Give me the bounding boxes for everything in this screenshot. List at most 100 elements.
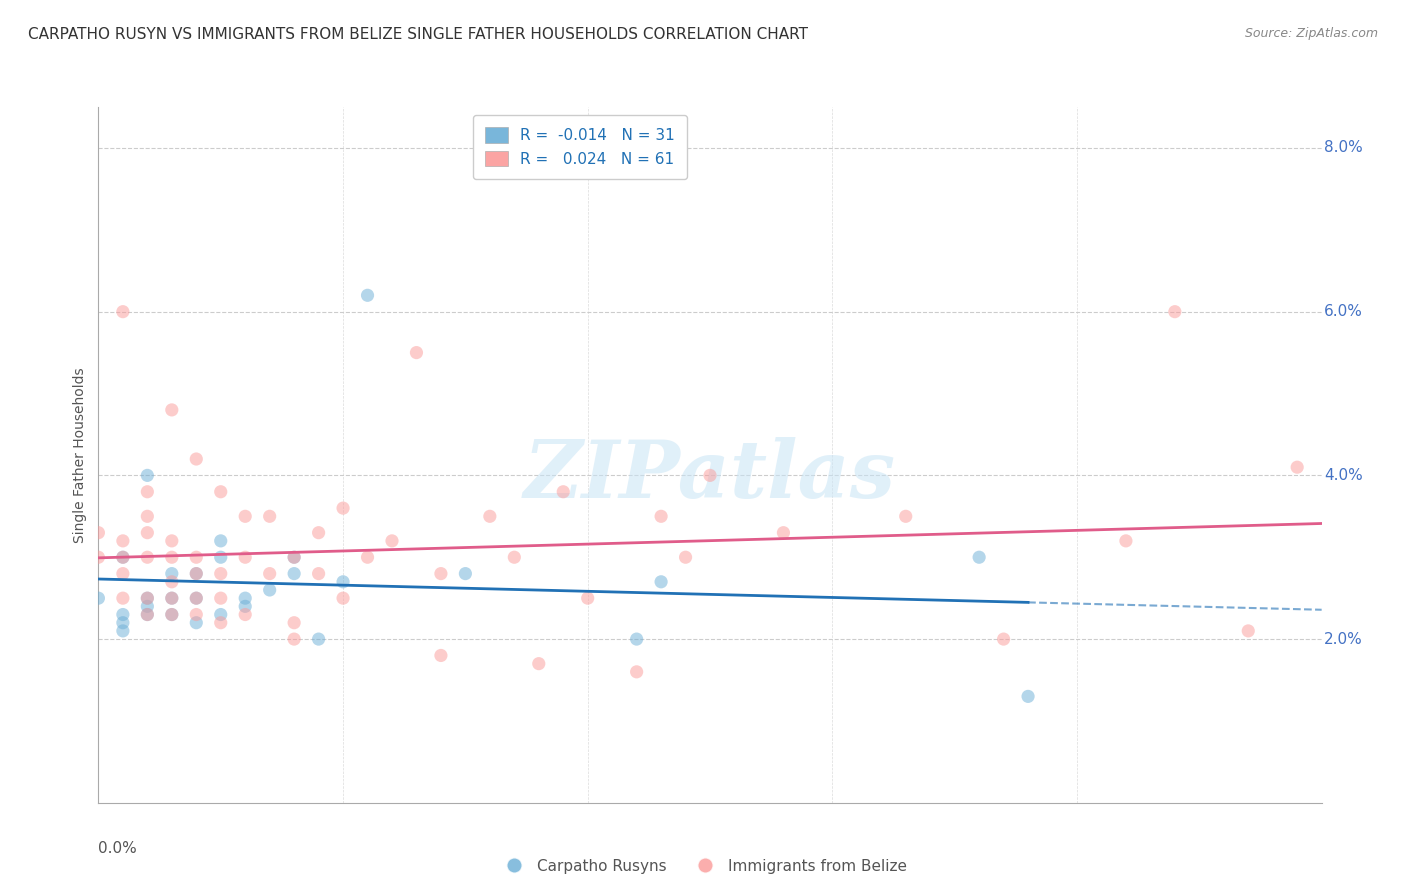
Point: [186, 550, 208, 565]
Text: ZIPatlas: ZIPatlas: [524, 437, 896, 515]
Point: [576, 591, 599, 606]
Point: [186, 591, 208, 606]
Point: [186, 607, 208, 622]
Point: [332, 501, 354, 516]
Point: [626, 665, 648, 679]
Point: [233, 550, 256, 565]
Point: [259, 509, 281, 524]
Point: [136, 509, 159, 524]
Text: 8.0%: 8.0%: [1324, 140, 1362, 155]
Point: [136, 468, 159, 483]
Point: [87, 525, 110, 540]
Point: [87, 591, 110, 606]
Point: [332, 591, 354, 606]
Point: [111, 566, 134, 581]
Point: [430, 566, 453, 581]
Point: [283, 632, 305, 646]
Point: [259, 566, 281, 581]
Point: [1017, 690, 1039, 704]
Point: [650, 574, 672, 589]
Point: [111, 624, 134, 638]
Point: [308, 632, 330, 646]
Point: [478, 509, 501, 524]
Text: 6.0%: 6.0%: [1324, 304, 1362, 319]
Point: [186, 566, 208, 581]
Point: [967, 550, 990, 565]
Point: [356, 550, 378, 565]
Point: [160, 607, 183, 622]
Point: [308, 525, 330, 540]
Point: [308, 566, 330, 581]
Point: [675, 550, 697, 565]
Y-axis label: Single Father Households: Single Father Households: [73, 368, 87, 542]
Point: [136, 591, 159, 606]
Point: [136, 591, 159, 606]
Point: [136, 525, 159, 540]
Point: [1115, 533, 1137, 548]
Point: [772, 525, 794, 540]
Point: [186, 566, 208, 581]
Point: [283, 550, 305, 565]
Point: [209, 607, 232, 622]
Point: [136, 550, 159, 565]
Point: [111, 304, 134, 318]
Point: [405, 345, 427, 359]
Point: [283, 615, 305, 630]
Point: [136, 607, 159, 622]
Point: [111, 550, 134, 565]
Point: [993, 632, 1015, 646]
Point: [111, 533, 134, 548]
Point: [160, 574, 183, 589]
Text: 0.0%: 0.0%: [98, 841, 138, 856]
Point: [160, 533, 183, 548]
Point: [233, 599, 256, 614]
Point: [111, 550, 134, 565]
Point: [233, 509, 256, 524]
Point: [553, 484, 575, 499]
Point: [160, 591, 183, 606]
Text: Source: ZipAtlas.com: Source: ZipAtlas.com: [1244, 27, 1378, 40]
Legend: Carpatho Rusyns, Immigrants from Belize: Carpatho Rusyns, Immigrants from Belize: [494, 853, 912, 880]
Point: [430, 648, 453, 663]
Point: [650, 509, 672, 524]
Point: [209, 550, 232, 565]
Point: [626, 632, 648, 646]
Point: [233, 607, 256, 622]
Point: [111, 615, 134, 630]
Point: [136, 484, 159, 499]
Point: [454, 566, 477, 581]
Point: [160, 550, 183, 565]
Point: [283, 550, 305, 565]
Text: CARPATHO RUSYN VS IMMIGRANTS FROM BELIZE SINGLE FATHER HOUSEHOLDS CORRELATION CH: CARPATHO RUSYN VS IMMIGRANTS FROM BELIZE…: [28, 27, 808, 42]
Point: [136, 607, 159, 622]
Point: [1164, 304, 1187, 318]
Point: [699, 468, 721, 483]
Point: [160, 403, 183, 417]
Point: [209, 591, 232, 606]
Text: 4.0%: 4.0%: [1324, 468, 1362, 483]
Point: [160, 607, 183, 622]
Point: [186, 615, 208, 630]
Point: [283, 566, 305, 581]
Point: [894, 509, 917, 524]
Point: [186, 591, 208, 606]
Point: [160, 591, 183, 606]
Point: [1286, 460, 1309, 475]
Point: [1237, 624, 1260, 638]
Point: [209, 484, 232, 499]
Point: [259, 582, 281, 597]
Point: [136, 599, 159, 614]
Point: [87, 550, 110, 565]
Point: [332, 574, 354, 589]
Point: [209, 533, 232, 548]
Text: 2.0%: 2.0%: [1324, 632, 1362, 647]
Point: [209, 615, 232, 630]
Point: [111, 591, 134, 606]
Point: [186, 452, 208, 467]
Point: [356, 288, 378, 302]
Legend: R =  -0.014   N = 31, R =   0.024   N = 61: R = -0.014 N = 31, R = 0.024 N = 61: [472, 115, 688, 178]
Point: [111, 607, 134, 622]
Point: [233, 591, 256, 606]
Point: [503, 550, 526, 565]
Point: [527, 657, 550, 671]
